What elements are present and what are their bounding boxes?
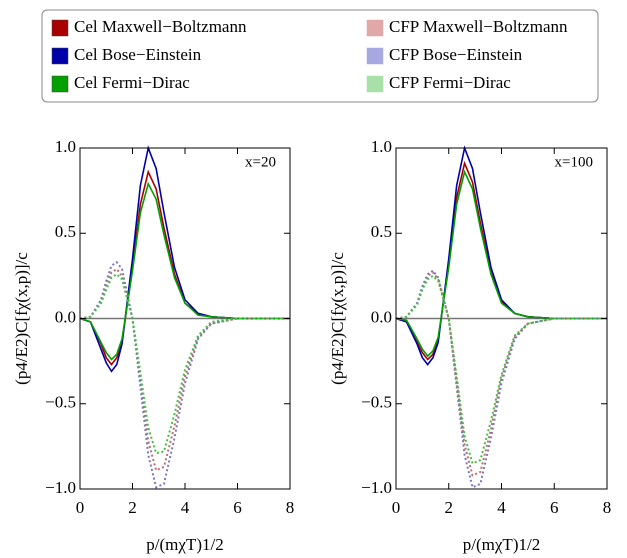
x-tick-label: 6 <box>550 498 559 517</box>
y-tick-label: 1.0 <box>371 137 392 156</box>
series-line <box>79 267 290 472</box>
y-tick-label: −0.5 <box>361 393 392 412</box>
x-axis-label: p/(mχT)1/2 <box>146 535 223 554</box>
x-tick-label: 2 <box>128 498 137 517</box>
legend-swatch <box>51 47 69 65</box>
y-tick-label: 0.5 <box>371 222 392 241</box>
legend-swatch <box>366 19 384 37</box>
x-tick-label: 0 <box>392 498 401 517</box>
legend-box <box>41 9 599 103</box>
legend-swatch <box>366 75 384 93</box>
x-tick-label: 4 <box>497 498 506 517</box>
legend-label: CFP Fermi−Dirac <box>389 73 511 92</box>
x-tick-label: 4 <box>181 498 190 517</box>
x-axis-label: p/(mχT)1/2 <box>463 535 540 554</box>
y-tick-label: 0.5 <box>55 222 76 241</box>
series-line <box>79 260 290 489</box>
x-tick-label: 6 <box>233 498 242 517</box>
legend-swatch <box>366 47 384 65</box>
legend-label: Cel Fermi−Dirac <box>74 73 190 92</box>
y-tick-label: 1.0 <box>55 137 76 156</box>
series-line <box>395 169 607 358</box>
annotation: x=20 <box>245 154 276 170</box>
y-axis-label: (p4/E2)C[fχ(x,p)]/c <box>328 252 347 385</box>
legend-label: Cel Maxwell−Boltzmann <box>74 17 247 36</box>
series-line <box>395 145 607 366</box>
y-tick-label: 0.0 <box>55 307 76 326</box>
x-tick-label: 8 <box>603 498 612 517</box>
series-line <box>79 181 290 361</box>
y-tick-label: 0.0 <box>371 307 392 326</box>
series-line <box>79 272 290 455</box>
series-line <box>395 274 607 465</box>
y-tick-label: −0.5 <box>45 393 76 412</box>
x-tick-label: 8 <box>286 498 295 517</box>
legend-label: CFP Bose−Einstein <box>389 45 523 64</box>
series-line <box>395 160 607 361</box>
legend-label: CFP Maxwell−Boltzmann <box>389 17 568 36</box>
x-tick-label: 2 <box>445 498 454 517</box>
y-tick-label: −1.0 <box>45 478 76 497</box>
y-tick-label: −1.0 <box>361 478 392 497</box>
legend-label: Cel Bose−Einstein <box>74 45 202 64</box>
annotation: x=100 <box>555 154 593 170</box>
x-tick-label: 0 <box>76 498 85 517</box>
y-axis-label: (p4/E2)C[fχ(x,p)]/c <box>12 252 31 385</box>
legend-swatch <box>51 19 69 37</box>
series-line <box>79 145 290 373</box>
legend-swatch <box>51 75 69 93</box>
